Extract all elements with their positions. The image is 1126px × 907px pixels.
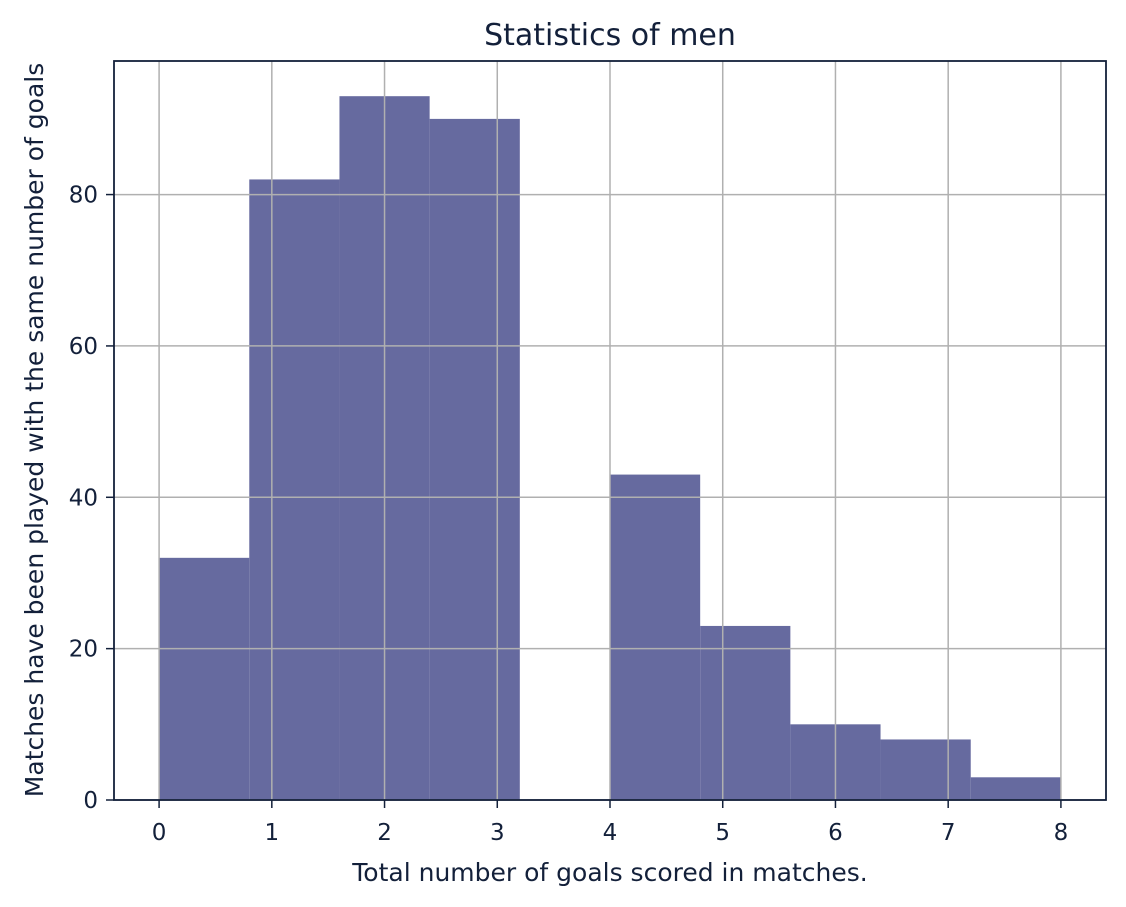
- x-axis-label: Total number of goals scored in matches.: [351, 858, 867, 887]
- histogram-bar: [610, 474, 701, 800]
- histogram-bar: [249, 179, 340, 800]
- chart-title: Statistics of men: [484, 18, 736, 53]
- y-tick-label: 80: [69, 183, 98, 209]
- x-tick-label: 6: [828, 820, 843, 846]
- histogram-bar: [970, 777, 1061, 800]
- x-tick-label: 8: [1054, 820, 1069, 846]
- histogram-bar: [700, 625, 791, 800]
- x-tick-label: 1: [264, 820, 279, 846]
- y-tick-label: 60: [69, 334, 98, 360]
- x-tick-label: 2: [377, 820, 392, 846]
- y-axis-label: Matches have been played with the same n…: [20, 63, 49, 797]
- histogram-bar: [429, 118, 520, 800]
- y-tick-label: 40: [69, 485, 98, 511]
- histogram-bar: [880, 739, 971, 800]
- x-tick-label: 0: [152, 820, 167, 846]
- x-tick-label: 3: [490, 820, 505, 846]
- bars-layer: [159, 96, 1061, 800]
- x-tick-label: 4: [603, 820, 618, 846]
- y-tick-label: 0: [83, 788, 98, 814]
- y-tick-label: 20: [69, 637, 98, 663]
- grid-overlay-layer: [114, 61, 1106, 801]
- histogram-bar: [159, 557, 250, 800]
- x-tick-label: 7: [941, 820, 956, 846]
- x-tick-label: 5: [715, 820, 730, 846]
